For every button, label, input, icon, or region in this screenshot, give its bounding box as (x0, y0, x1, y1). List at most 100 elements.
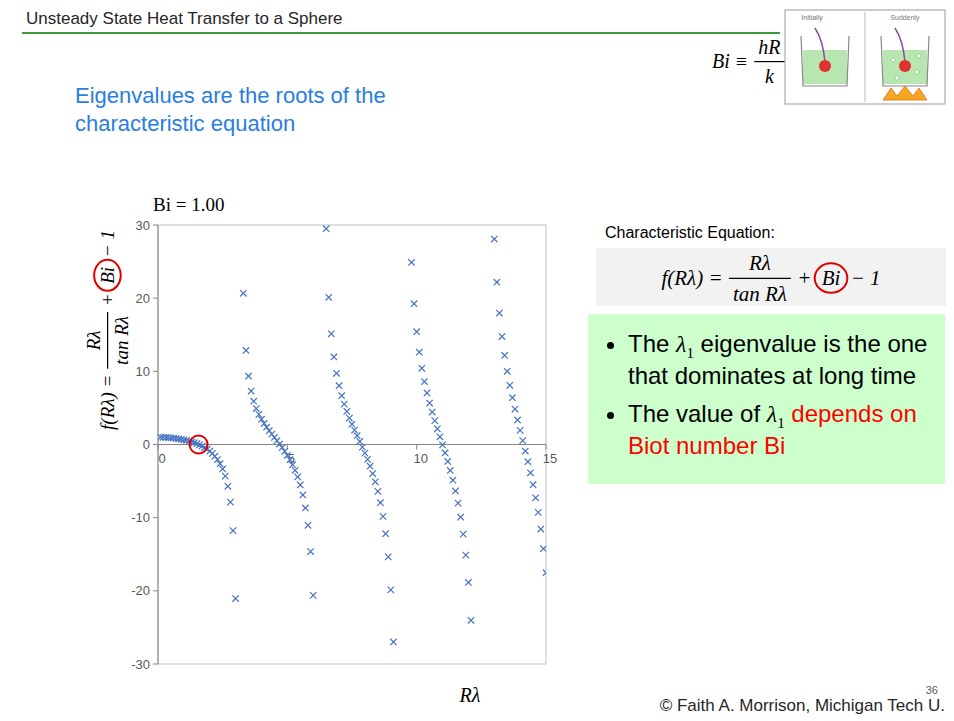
y-tick (153, 517, 158, 518)
flame (883, 86, 927, 100)
x-axis-title: Rλ (459, 684, 481, 706)
fraction-denominator: tan Rλ (111, 316, 132, 365)
point (445, 458, 451, 464)
copyright: © Faith A. Morrison, Michigan Tech U. (660, 696, 945, 715)
point (527, 470, 533, 476)
point (243, 347, 249, 353)
formula-lhs: f(Rλ) = (97, 375, 119, 430)
point (525, 458, 531, 464)
formula-rest: − 1 (97, 230, 118, 257)
bubble (891, 58, 895, 62)
point (434, 426, 440, 432)
fraction-numerator: Rλ (748, 251, 771, 275)
point (307, 548, 313, 554)
equation-box (596, 248, 946, 306)
point (496, 310, 502, 316)
point (346, 415, 352, 421)
point (463, 552, 469, 558)
point (468, 617, 474, 623)
beaker (801, 36, 849, 86)
y-tick-label: -30 (131, 657, 150, 672)
point (424, 390, 430, 396)
formula-lhs: f(Rλ) = (661, 266, 722, 290)
bullet-subscript: 1 (777, 415, 785, 431)
point (227, 499, 233, 505)
point (494, 279, 500, 285)
point (437, 434, 443, 440)
y-tick-label: -10 (131, 510, 150, 525)
x-tick (546, 445, 547, 450)
point (297, 482, 303, 488)
point (499, 333, 505, 339)
biot-definition: Bi ≡hRk (712, 36, 785, 87)
bullet-text: λ (676, 331, 686, 357)
formula-highlight: Bi (822, 266, 841, 290)
point (310, 592, 316, 598)
point (426, 400, 432, 406)
point (300, 492, 306, 498)
point (380, 513, 386, 519)
point (253, 405, 259, 411)
y-tick-label: -20 (131, 583, 150, 598)
point (305, 522, 311, 528)
x-tick-label: 0 (158, 451, 165, 466)
point (512, 406, 518, 412)
bullet: The λ1 eigenvalue is the one that domina… (628, 328, 935, 392)
fraction-denominator: k (765, 65, 775, 87)
formula-plus: + (797, 266, 811, 290)
point (530, 482, 536, 488)
point (245, 373, 251, 379)
x-tick-label: 15 (543, 451, 557, 466)
point (517, 427, 523, 433)
highlight-circle (94, 260, 121, 291)
beaker-liquid (803, 50, 847, 84)
y-tick-label: 0 (143, 437, 150, 452)
point (367, 463, 373, 469)
intro-text: Eigenvalues are the roots of the charact… (75, 82, 435, 138)
point (413, 328, 419, 334)
point (251, 398, 257, 404)
point (385, 554, 391, 560)
x-axis (158, 444, 546, 445)
y-tick-label: 10 (136, 364, 150, 379)
point (507, 382, 513, 388)
y-tick-label: 20 (136, 291, 150, 306)
point (225, 483, 231, 489)
equation-formula: f(Rλ) =Rλtan Rλ+Bi− 1 (661, 251, 880, 305)
slide-title: Unsteady State Heat Transfer to a Sphere (26, 9, 343, 28)
point (429, 409, 435, 415)
point (447, 467, 453, 473)
point (232, 595, 238, 601)
x-tick-label: 10 (413, 451, 427, 466)
thumbnail: InitiallySuddenly (785, 10, 945, 104)
point (450, 477, 456, 483)
point (465, 579, 471, 585)
y-axis (158, 225, 159, 664)
point (375, 488, 381, 494)
point (416, 349, 422, 355)
point (344, 408, 350, 414)
y-tick (153, 371, 158, 372)
point (372, 479, 378, 485)
point (263, 424, 269, 430)
bullet-list: The λ1 eigenvalue is the one that domina… (588, 328, 945, 462)
point (491, 236, 497, 242)
y-tick (153, 664, 158, 665)
equation-heading: Characteristic Equation: (605, 224, 775, 241)
point (452, 488, 458, 494)
point (336, 383, 342, 389)
sphere (899, 60, 911, 72)
point (532, 495, 538, 501)
bullet-subscript: 1 (686, 345, 694, 361)
fraction-numerator: hR (758, 36, 780, 58)
point (323, 225, 329, 231)
point (439, 442, 445, 448)
point (279, 444, 285, 450)
point (540, 545, 546, 551)
point (504, 368, 510, 374)
formula-rest: − 1 (851, 266, 881, 290)
x-tick (158, 445, 159, 450)
point (411, 301, 417, 307)
point (248, 388, 254, 394)
y-tick (153, 590, 158, 591)
